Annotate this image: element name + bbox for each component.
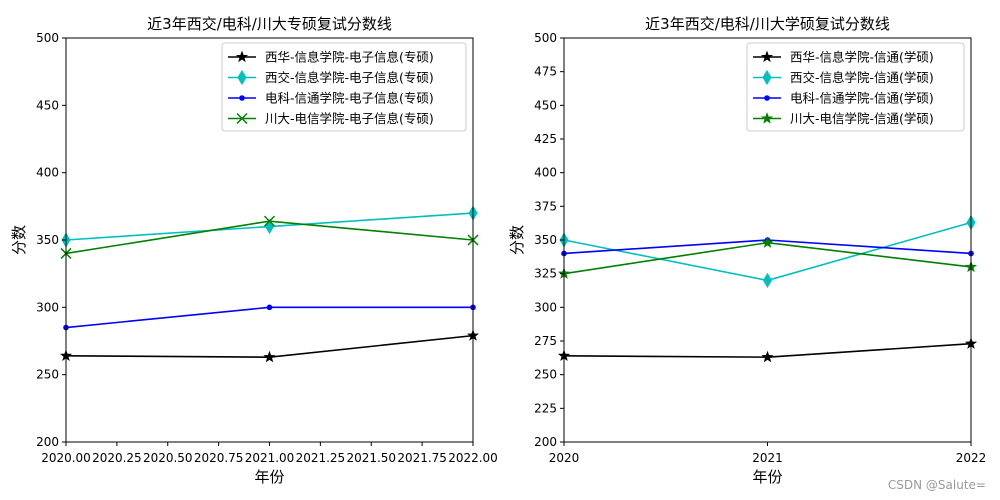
y-tick-label: 450 [534,98,557,112]
y-tick-label: 300 [534,300,557,314]
data-point-s2-p2 [762,272,773,288]
y-tick-label: 450 [36,98,59,112]
legend-label-1: 西华-信息学院-信通(学硕) [790,50,934,65]
x-tick-label: 2020 [549,451,580,465]
legend-box [221,42,467,132]
x-tick-label: 2021 [752,451,783,465]
series-line-3 [65,306,473,329]
y-tick-label: 325 [534,267,557,281]
legend-marker-2 [762,69,772,86]
y-axis-label: 分数 [10,225,28,255]
x-tick-label: 2022 [956,451,987,465]
x-axis-label: 年份 [752,468,782,486]
y-tick-label: 400 [534,166,557,180]
legend-marker-4 [760,112,774,124]
data-point-s1-p2 [761,350,774,363]
y-tick-label: 275 [534,334,557,348]
y-tick-label: 350 [534,233,557,247]
legend-label-1: 西华-信息学院-电子信息(专硕) [265,50,434,65]
legend-marker-4 [236,112,248,125]
data-point-s4-p2 [263,215,276,227]
plot-area [59,205,480,363]
x-axis-label: 年份 [254,468,284,486]
y-tick-label: 500 [36,31,59,45]
chart-panel-1: 近3年西交/电科/川大专硕复试分数线 200 250 300 350 400 450 500 2… [10,15,498,486]
y-tick-label: 225 [534,401,557,415]
legend-marker-1 [760,50,774,63]
legend-label-4: 川大-电信学院-信通(学硕) [790,111,934,126]
y-axis-label: 分数 [508,225,526,255]
legend-marker-4-b [236,112,248,125]
x-tick-label: 2020.75 [194,451,244,465]
y-tick-label: 200 [534,435,557,449]
legend-marker-2 [237,69,247,86]
y-tick-label: 250 [534,368,557,382]
watermark: CSDN @Salute= [887,478,986,492]
data-point-s1-p2 [263,350,276,363]
y-tick-label: 300 [36,300,59,314]
legend-marker-3 [764,95,770,101]
x-tick-label: 2022.00 [448,451,498,465]
y-tick-label: 250 [36,368,59,382]
legend-label-4: 川大-电信学院-电子信息(专硕) [265,111,434,126]
y-tick-label: 200 [36,435,59,449]
x-tick-label: 2020.50 [143,451,193,465]
y-tick-label: 425 [534,132,557,146]
data-point-s4-p2-b [263,215,276,227]
y-tick-label: 500 [534,31,557,45]
x-tick-label: 2021.75 [397,451,447,465]
x-tick-label: 2021.00 [245,451,295,465]
data-point-s3-p2 [266,304,273,311]
x-tick-label: 2021.50 [346,451,396,465]
legend-label-3: 电科-信通学院-电子信息(专硕) [265,91,434,106]
legend-label-2: 西交-信息学院-电子信息(专硕) [265,70,434,85]
legend-label-2: 西交-信息学院-信通(学硕) [790,70,934,85]
y-tick-label: 400 [36,166,59,180]
y-tick-label: 350 [36,233,59,247]
y-tick-label: 475 [534,65,557,79]
legend: 西华-信息学院-电子信息(专硕) 西交-信息学院-电子信息(专硕) 电科-信通学院-… [221,42,467,132]
x-tick-label: 2020.00 [41,451,91,465]
chart-title: 近3年西交/电科/川大学硕复试分数线 [645,15,890,33]
x-tick-label: 2021.25 [296,451,346,465]
x-tick-label: 2020.25 [92,451,142,465]
chart-panel-2: 近3年西交/电科/川大学硕复试分数线 200 225 250 275 300 325 350 3… [508,15,986,486]
legend: 西华-信息学院-信通(学硕) 西交-信息学院-信通(学硕) 电科-信通学院-信通(学… [746,42,965,132]
plot-area [557,214,978,363]
legend-marker-3 [239,95,245,101]
legend-label-3: 电科-信通学院-信通(学硕) [790,91,934,106]
legend-marker-1 [235,50,249,63]
data-point-s4-p2 [761,236,774,248]
series-line-4 [563,241,972,275]
chart-title: 近3年西交/电科/川大专硕复试分数线 [147,15,392,33]
legend-box [746,42,965,132]
series-line-2 [563,221,972,282]
y-tick-label: 375 [534,199,557,213]
